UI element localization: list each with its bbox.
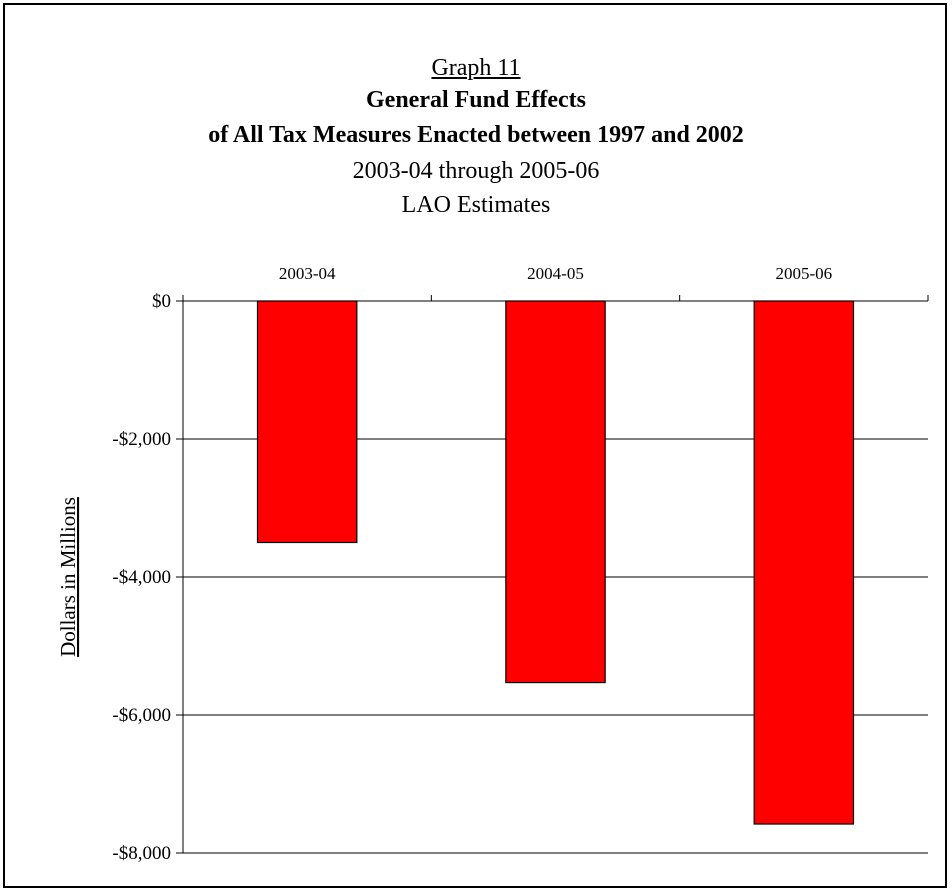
- category-label: 2005-06: [775, 264, 832, 283]
- y-tick-label: -$8,000: [112, 843, 171, 864]
- bars: [256, 300, 855, 825]
- bar-2005-06: [753, 300, 855, 825]
- category-label: 2004-05: [527, 264, 584, 283]
- bar-2004-05: [505, 300, 606, 684]
- axes: [176, 295, 929, 854]
- y-tick-label: -$6,000: [112, 705, 171, 726]
- chart-title-line1: General Fund Effects: [366, 87, 586, 113]
- bar-2003-04: [256, 300, 358, 544]
- chart-subtitle-line1: 2003-04 through 2005-06: [352, 158, 600, 184]
- chart-subtitle-line2: LAO Estimates: [401, 192, 551, 218]
- y-tick-label: -$2,000: [112, 429, 171, 450]
- category-label: 2003-04: [279, 264, 336, 283]
- y-tick-label: $0: [152, 291, 171, 312]
- graph-label: Graph 11: [431, 55, 521, 81]
- y-axis-title: Dollars in Millions: [56, 497, 80, 657]
- axis-labels: $0 -$2,000 -$4,000 -$6,000 -$8,000 2003-04 200…: [56, 264, 832, 864]
- chart-title-line2: of All Tax Measures Enacted between 1997…: [208, 122, 744, 148]
- y-tick-label: -$4,000: [112, 567, 171, 588]
